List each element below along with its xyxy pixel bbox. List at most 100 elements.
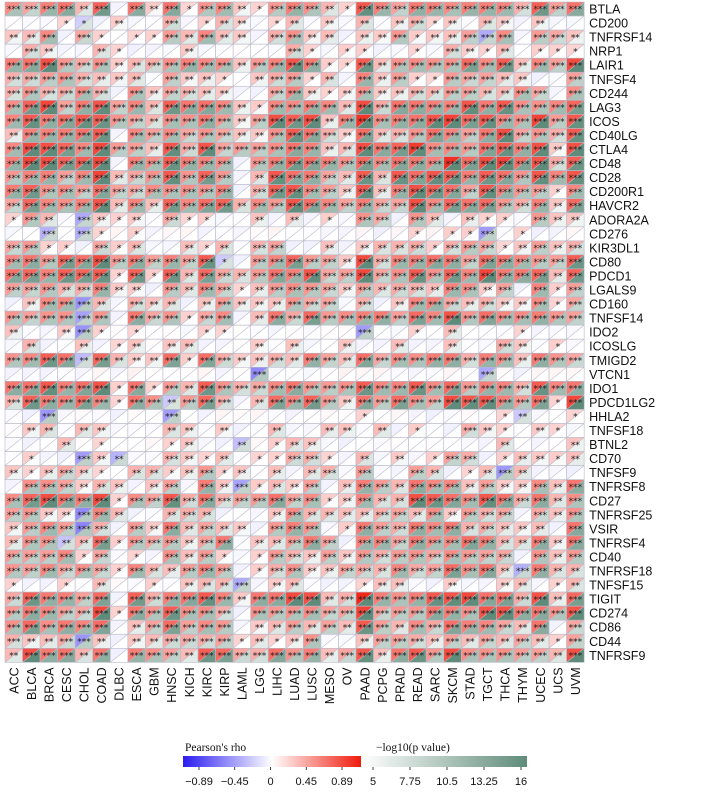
- cell-diagonal: [285, 15, 304, 31]
- cell-diagonal: [180, 15, 199, 31]
- cell-diagonal: [22, 57, 41, 73]
- cell-diagonal: [461, 43, 480, 59]
- cell-diagonal: [75, 43, 93, 59]
- cell-diagonal: [75, 29, 93, 45]
- cell-diagonal: [285, 43, 304, 59]
- cell-diagonal: [250, 57, 269, 73]
- cell-diagonal: [373, 15, 392, 31]
- cell-diagonal: [303, 15, 322, 31]
- cell-diagonal: [92, 29, 111, 45]
- cell-diagonal: [162, 43, 181, 59]
- cell-diagonal: [373, 1, 392, 17]
- cell-diagonal: [145, 29, 164, 45]
- cell-diagonal: [232, 57, 251, 73]
- cell-diagonal: [566, 15, 585, 31]
- cell-diagonal: [22, 29, 41, 45]
- cell-diagonal: [127, 1, 146, 17]
- cell-diagonal: [320, 1, 339, 17]
- cell-pvalue-TNFRSF14-UVM: [566, 30, 585, 45]
- cell-diagonal: [110, 15, 129, 31]
- cell-diagonal: [531, 29, 550, 45]
- cell-diagonal: [390, 1, 409, 17]
- cell-diagonal: [180, 57, 199, 73]
- cell-diagonal: [57, 43, 76, 59]
- cell-diagonal: [215, 15, 234, 31]
- cell-diagonal: [92, 1, 111, 17]
- cell-diagonal: [408, 15, 427, 31]
- cell-diagonal: [215, 43, 234, 59]
- cell-diagonal: [22, 1, 41, 17]
- cell-diagonal: [145, 57, 164, 73]
- cell-diagonal: [22, 43, 41, 59]
- cell-diagonal: [548, 15, 567, 31]
- cell-diagonal: [338, 15, 357, 31]
- cell-diagonal: [197, 15, 216, 31]
- cell-diagonal: [250, 1, 269, 17]
- cell-diagonal: [57, 57, 76, 73]
- cell-diagonal: [4, 57, 23, 73]
- cell-diagonal: [110, 57, 129, 73]
- cell-diagonal: [496, 29, 515, 45]
- cell-diagonal: [566, 29, 585, 45]
- cell-rho-CD200-ESCA: [127, 16, 146, 31]
- cell-diagonal: [232, 15, 251, 31]
- cell-pvalue-TNFRSF14-KIRP: [215, 30, 234, 45]
- cell-rho-NRP1-ESCA: [127, 44, 146, 59]
- cell-diagonal: [92, 15, 111, 31]
- cell-diagonal: [443, 29, 462, 45]
- cell-diagonal: [197, 57, 216, 73]
- cell-diagonal: [426, 29, 444, 45]
- cell-diagonal: [338, 43, 357, 59]
- cell-diagonal: [513, 1, 532, 17]
- cell-diagonal: [303, 29, 322, 45]
- cell-diagonal: [548, 1, 567, 17]
- cell-diagonal: [180, 1, 199, 17]
- cell-rho-TNFRSF14-ESCA: [127, 30, 146, 45]
- cell-diagonal: [162, 57, 181, 73]
- cell-pvalue-TNFRSF14-BRCA: [40, 30, 58, 45]
- cell-diagonal: [478, 29, 497, 45]
- cell-diagonal: [39, 57, 58, 73]
- cell-diagonal: [320, 43, 339, 59]
- cell-diagonal: [110, 29, 129, 45]
- cell-diagonal: [92, 57, 111, 73]
- cell-diagonal: [303, 1, 322, 17]
- cell-diagonal: [232, 1, 251, 17]
- cell-diagonal: [426, 43, 444, 59]
- cell-diagonal: [39, 29, 58, 45]
- cell-diagonal: [461, 1, 480, 17]
- cell-diagonal: [232, 29, 251, 45]
- cell-diagonal: [127, 15, 146, 31]
- cell-diagonal: [513, 43, 532, 59]
- cell-diagonal: [548, 43, 567, 59]
- cell-diagonal: [531, 43, 550, 59]
- cell-diagonal: [250, 29, 269, 45]
- cell-diagonal: [180, 43, 199, 59]
- cell-diagonal: [338, 1, 357, 17]
- cell-diagonal: [408, 43, 427, 59]
- cell-diagonal: [162, 1, 181, 17]
- cell-diagonal: [408, 1, 427, 17]
- cell-diagonal: [268, 15, 286, 31]
- cell-diagonal: [215, 29, 234, 45]
- cell-rho-LAIR1-ESCA: [127, 58, 146, 73]
- cell-rho-LAIR1-CESC: [57, 58, 76, 73]
- cell-diagonal: [197, 29, 216, 45]
- cell-diagonal: [461, 15, 480, 31]
- cell-diagonal: [127, 29, 146, 45]
- cell-diagonal: [478, 1, 497, 17]
- cell-diagonal: [4, 43, 23, 59]
- cell-diagonal: [250, 43, 269, 59]
- cell-diagonal: [443, 43, 462, 59]
- cell-diagonal: [215, 1, 234, 17]
- cell-diagonal: [513, 29, 532, 45]
- cell-diagonal: [127, 57, 146, 73]
- cell-diagonal: [22, 15, 41, 31]
- cell-diagonal: [180, 29, 199, 45]
- cell-diagonal: [303, 57, 322, 73]
- cell-diagonal: [215, 57, 234, 73]
- cell-pvalue-TNFRSF14-ACC: [5, 30, 23, 45]
- cell-diagonal: [145, 15, 164, 31]
- cell-diagonal: [373, 29, 392, 45]
